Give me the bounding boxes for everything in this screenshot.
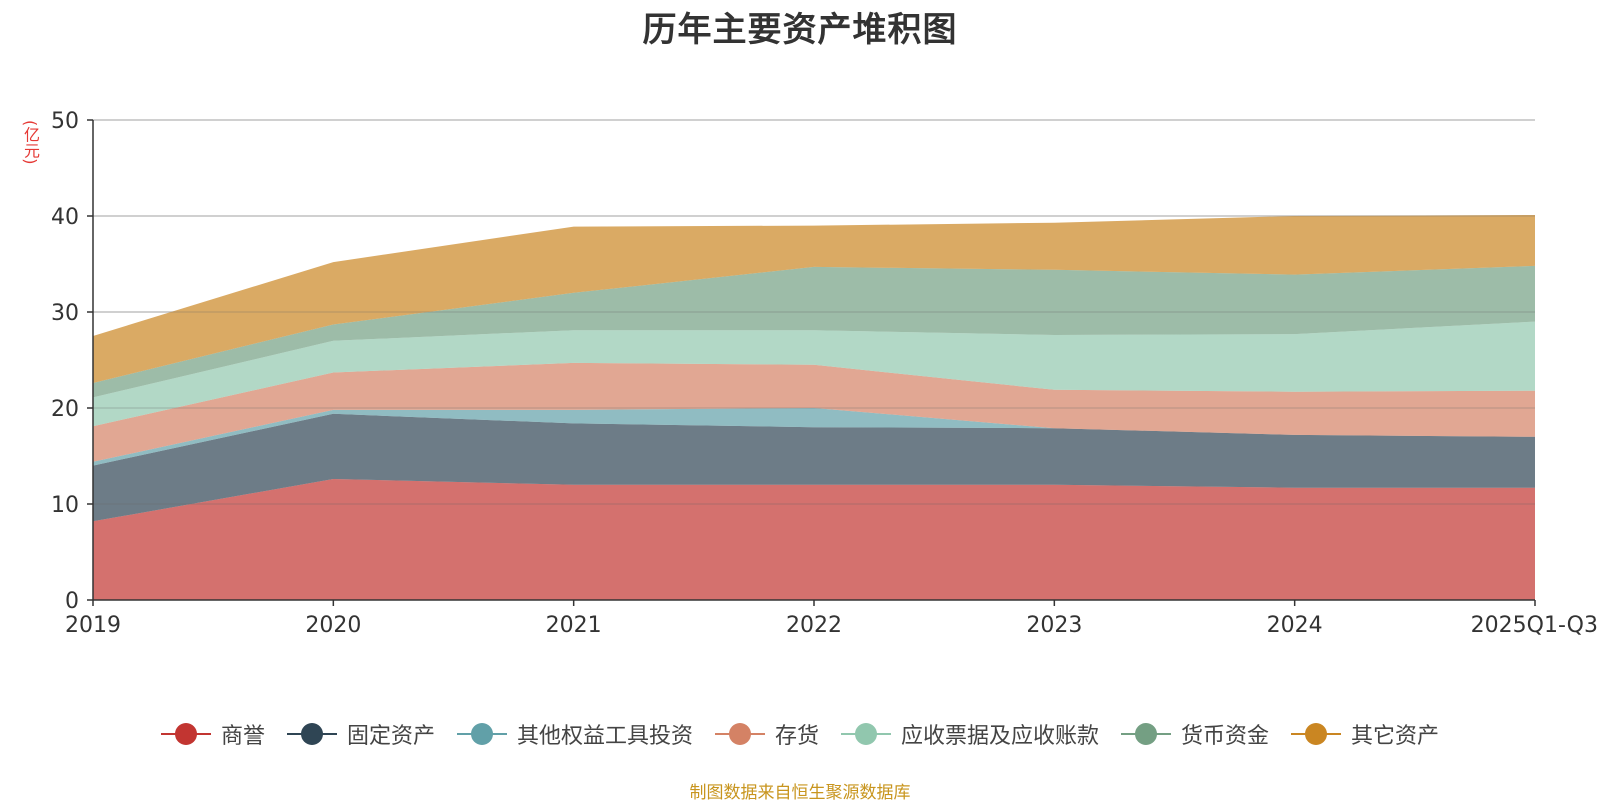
legend-marker-icon <box>1291 722 1341 746</box>
legend-item[interactable]: 货币资金 <box>1121 718 1269 750</box>
legend-marker-icon <box>287 722 337 746</box>
legend-marker-icon <box>715 722 765 746</box>
x-tick-label: 2020 <box>305 613 361 638</box>
legend-dot <box>729 723 751 745</box>
legend-label: 其他权益工具投资 <box>517 718 693 750</box>
y-tick-label: 10 <box>51 493 79 518</box>
legend-dot <box>175 723 197 745</box>
legend-marker-icon <box>841 722 891 746</box>
legend-item[interactable]: 固定资产 <box>287 718 435 750</box>
legend-dot <box>471 723 493 745</box>
legend-item[interactable]: 商誉 <box>161 718 265 750</box>
legend-item[interactable]: 其它资产 <box>1291 718 1439 750</box>
legend-item[interactable]: 其他权益工具投资 <box>457 718 693 750</box>
legend-label: 货币资金 <box>1181 718 1269 750</box>
x-tick-label: 2025Q1-Q3 <box>1471 613 1598 638</box>
area-series-1[interactable] <box>93 479 1535 600</box>
legend-label: 商誉 <box>221 718 265 750</box>
legend-dot <box>1135 723 1157 745</box>
legend-marker-icon <box>1121 722 1171 746</box>
legend-dot <box>1305 723 1327 745</box>
x-tick-label: 2019 <box>65 613 121 638</box>
x-tick-label: 2024 <box>1267 613 1323 638</box>
legend-dot <box>301 723 323 745</box>
legend-dot <box>855 723 877 745</box>
y-tick-label: 50 <box>51 109 79 134</box>
y-tick-label: 40 <box>51 205 79 230</box>
y-tick-label: 30 <box>51 301 79 326</box>
chart-root: 历年主要资产堆积图 (亿元) 0 10 20 30 40 50 2019 2020 2021 20… <box>0 0 1600 800</box>
legend-marker-icon <box>457 722 507 746</box>
x-tick-label: 2022 <box>786 613 842 638</box>
legend-label: 应收票据及应收账款 <box>901 718 1099 750</box>
y-tick-label: 20 <box>51 397 79 422</box>
legend-label: 存货 <box>775 718 819 750</box>
plot-area: 0 10 20 30 40 50 2019 2020 2021 2022 2023 2024 2025Q… <box>0 0 1600 700</box>
legend: 商誉 固定资产 其他权益工具投资 存货 应收票据及应收账款 货币资金 其它资产 <box>0 718 1600 750</box>
legend-item[interactable]: 存货 <box>715 718 819 750</box>
legend-item[interactable]: 应收票据及应收账款 <box>841 718 1099 750</box>
legend-label: 其它资产 <box>1351 718 1439 750</box>
legend-label: 固定资产 <box>347 718 435 750</box>
y-tick-label: 0 <box>65 589 79 614</box>
legend-marker-icon <box>161 722 211 746</box>
data-source-note: 制图数据来自恒生聚源数据库 <box>0 778 1600 800</box>
x-tick-label: 2023 <box>1026 613 1082 638</box>
x-tick-label: 2021 <box>546 613 602 638</box>
